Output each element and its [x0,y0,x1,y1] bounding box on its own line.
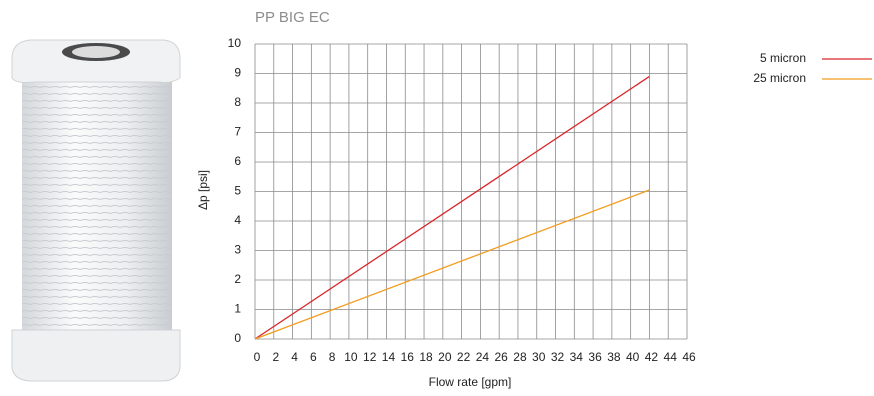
x-tick-label: 2 [272,350,279,364]
x-tick-label: 4 [291,350,298,364]
y-tick-label: 3 [234,243,241,257]
y-tick-label: 9 [234,66,241,80]
x-tick-label: 20 [438,350,452,364]
x-tick-label: 22 [457,350,471,364]
x-tick-label: 0 [254,350,261,364]
x-tick-label: 38 [607,350,621,364]
x-tick-label: 24 [476,350,490,364]
x-tick-label: 6 [310,350,317,364]
y-tick-label: 5 [234,184,241,198]
chart-title: PP BIG EC [255,9,330,26]
y-tick-label: 10 [228,36,242,50]
x-axis-label: Flow rate [gpm] [429,375,512,389]
x-tick-label: 46 [682,350,696,364]
y-tick-label: 1 [234,302,241,316]
x-tick-label: 42 [645,350,659,364]
series-line [254,75,650,340]
x-tick-label: 44 [664,350,678,364]
x-tick-label: 28 [513,350,527,364]
filter-image [11,39,181,382]
y-tick-label: 6 [234,154,241,168]
y-axis-label: Δp [psi] [196,170,210,210]
x-tick-label: 26 [494,350,508,364]
legend-label: 25 micron [753,71,806,85]
y-tick-label: 7 [234,125,241,139]
x-tick-label: 36 [588,350,602,364]
x-tick-label: 8 [329,350,336,364]
series-line [254,189,650,340]
x-tick-label: 10 [344,350,358,364]
x-tick-label: 34 [570,350,584,364]
x-tick-label: 12 [363,350,377,364]
x-tick-label: 30 [532,350,546,364]
x-tick-label: 40 [626,350,640,364]
legend-label: 5 micron [760,51,806,65]
y-tick-label: 4 [234,213,241,227]
x-tick-label: 32 [551,350,565,364]
x-tick-label: 18 [419,350,433,364]
y-tick-label: 0 [234,331,241,345]
x-tick-label: 16 [401,350,415,364]
y-tick-label: 2 [234,272,241,286]
y-tick-label: 8 [234,95,241,109]
x-tick-label: 14 [382,350,396,364]
